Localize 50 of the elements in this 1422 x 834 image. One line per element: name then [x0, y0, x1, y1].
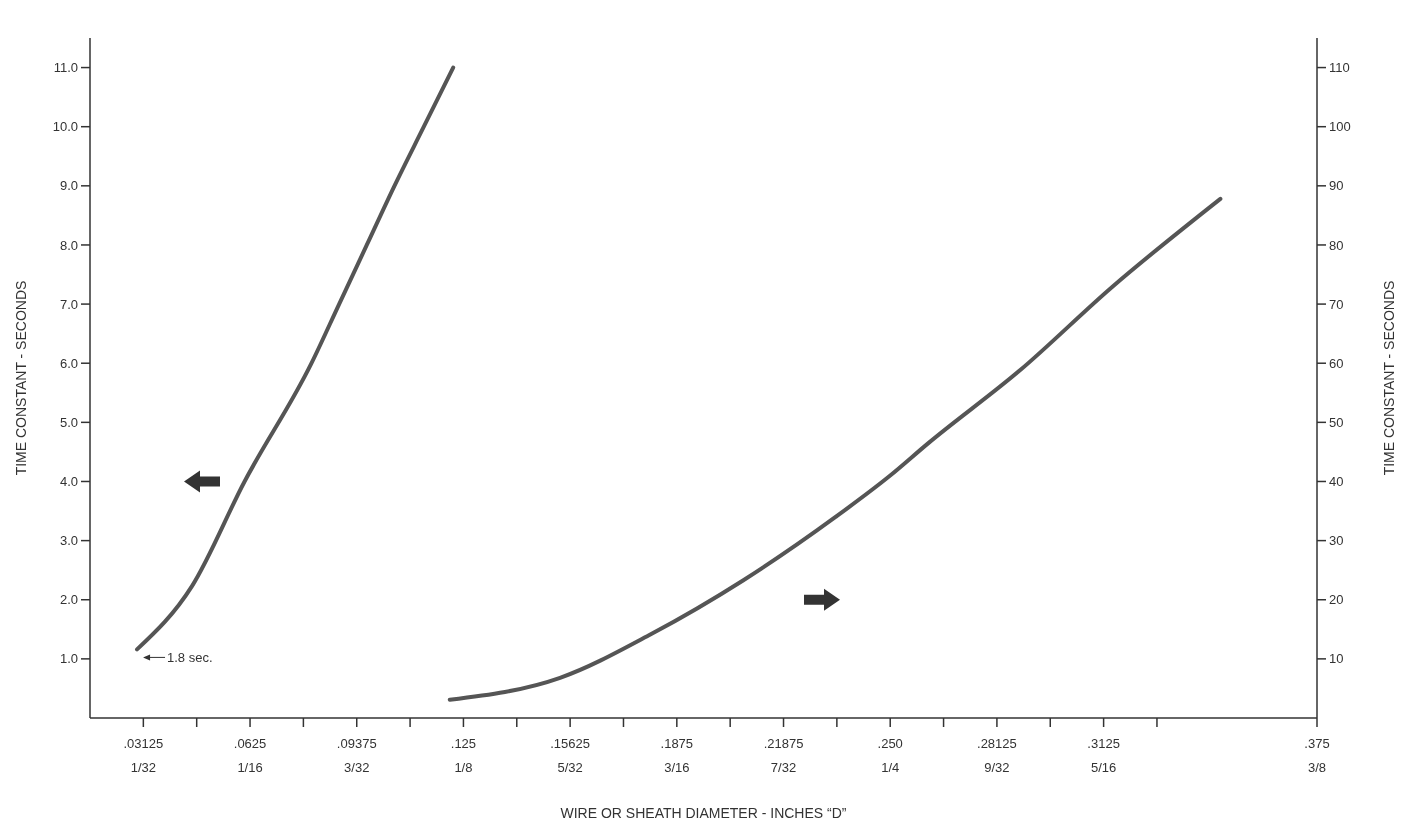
x-tick-label: .28125	[977, 736, 1017, 751]
x2-tick-label: 3/16	[664, 760, 690, 775]
y-tick-label: 7.0	[59, 296, 78, 312]
y-tick-label: 1.0	[59, 651, 78, 667]
x2-tick-label: 1/16	[237, 760, 263, 775]
line-series	[135, 65, 456, 652]
x2-tick-label: 3/8	[1307, 760, 1327, 775]
x-tick-label: .3125	[1087, 736, 1120, 751]
annotation: 1.8 sec.	[167, 649, 213, 665]
x-tick-label: .15625	[550, 736, 591, 751]
y-tick-label: 4.0	[59, 474, 78, 490]
x-axis-title: WIRE OR SHEATH DIAMETER - INCHES “D”	[560, 805, 847, 821]
y2-tick-label: 100	[1329, 119, 1351, 135]
y-axis-title: TIME CONSTANT - SECONDS	[13, 280, 29, 476]
x2-tick-label: 1/8	[454, 760, 473, 775]
y2-tick-label: 110	[1329, 60, 1350, 76]
x2-tick-label: 9/32	[984, 760, 1010, 775]
y-tick-label: 2.0	[59, 592, 78, 608]
x2-tick-label: 3/32	[344, 760, 370, 775]
x-tick-label: .1875	[660, 736, 694, 751]
x2-tick-label: 7/32	[770, 760, 797, 775]
x2-tick-label: 1/4	[881, 760, 900, 775]
x-tick-label: .09375	[336, 736, 377, 751]
y-tick-label: 5.0	[59, 414, 78, 430]
y-tick-label: 6.0	[59, 355, 78, 371]
y2-axis-title: TIME CONSTANT - SECONDS	[1381, 280, 1397, 476]
y2-tick-label: 80	[1329, 237, 1344, 253]
x2-tick-label: 1/32	[130, 760, 156, 775]
y2-tick-label: 60	[1329, 355, 1344, 371]
y2-tick-label: 40	[1329, 474, 1344, 490]
y-tick-label: 9.0	[59, 178, 78, 194]
y-tick-label: 10.0	[52, 119, 78, 135]
x-tick-label: .125	[450, 736, 477, 751]
x2-tick-label: 5/16	[1090, 760, 1117, 775]
y-tick-label: 11.0	[53, 60, 78, 76]
y-tick-label: 3.0	[59, 533, 78, 549]
line-series	[447, 196, 1223, 702]
x-tick-label: .0625	[233, 736, 267, 751]
y2-tick-label: 30	[1329, 533, 1344, 549]
y2-tick-label: 20	[1329, 592, 1344, 608]
x-tick-label: .03125	[123, 736, 164, 751]
y2-tick-label: 50	[1329, 414, 1344, 430]
y2-tick-label: 10	[1329, 651, 1344, 667]
x-tick-label: .375	[1304, 736, 1330, 751]
x-tick-label: .250	[877, 736, 903, 751]
y2-tick-label: 90	[1329, 178, 1344, 194]
y2-tick-label: 70	[1329, 296, 1344, 312]
x-tick-label: .21875	[763, 736, 804, 751]
x2-tick-label: 5/32	[557, 760, 583, 775]
y-tick-label: 8.0	[59, 237, 78, 253]
